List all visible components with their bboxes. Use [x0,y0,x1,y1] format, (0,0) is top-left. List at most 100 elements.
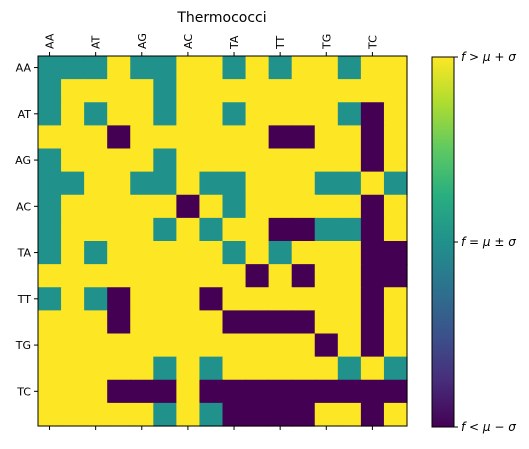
heatmap-cell [130,102,154,126]
heatmap-cell [268,379,293,404]
heatmap-cell [268,56,293,80]
heatmap-cell [84,102,108,126]
y-tick-label: AA [16,62,32,75]
heatmap-cell [153,310,177,335]
colorbar-tick-label: f = μ ± σ [461,235,516,249]
heatmap-cell [199,79,224,103]
heatmap-cell [245,217,270,242]
heatmap-cell [360,287,385,311]
heatmap-cell [383,171,408,196]
heatmap-cell [199,264,224,288]
heatmap-cell [84,56,108,80]
y-axis: AA AT AG AC TA TT TG TC [15,62,38,398]
heatmap-cell [268,125,293,150]
heatmap-cell [61,333,85,358]
heatmap-cell [84,287,108,311]
x-tick-label: TA [228,35,241,50]
heatmap-cell [360,148,385,173]
heatmap-cell [268,194,293,219]
heatmap-cell [383,102,408,126]
heatmap-cell [360,56,385,80]
heatmap-cell [153,333,177,358]
heatmap-cell [222,333,247,358]
heatmap-cell [38,217,62,242]
heatmap-cell [245,102,270,126]
heatmap-cell [153,194,177,219]
heatmap-cell [337,125,362,150]
heatmap-cell [314,241,339,265]
heatmap-cell [199,56,224,80]
heatmap-cell [61,264,85,288]
heatmap-cell [199,217,224,242]
heatmap-cell [268,264,293,288]
heatmap-cell [314,148,339,173]
heatmap-cell [245,333,270,358]
heatmap-cell [61,310,85,335]
heatmap-cell [222,148,247,173]
heatmap-cell [337,402,362,427]
heatmap-cell [153,287,177,311]
y-tick-label: TA [17,247,32,260]
heatmap-cell [107,356,131,381]
heatmap-cell [337,379,362,404]
heatmap-cell [337,287,362,311]
heatmap-cell [61,287,85,311]
heatmap-cell [199,194,224,219]
heatmap-cell [383,379,408,404]
heatmap-cell [360,79,385,103]
heatmap-cell [268,217,293,242]
heatmap-cell [245,310,270,335]
heatmap-cell [383,79,408,103]
heatmap-cell [130,333,154,358]
heatmap-cell [38,148,62,173]
heatmap-cell [268,171,293,196]
heatmap-cell [107,241,131,265]
heatmap-cell [268,148,293,173]
heatmap-cell [84,333,108,358]
heatmap-cell [84,379,108,404]
heatmap-cell [222,125,247,150]
heatmap-cell [337,79,362,103]
heatmap-cell [291,287,316,311]
x-tick-label: AC [182,34,195,49]
heatmap-cell [130,194,154,219]
heatmap-cell [314,102,339,126]
heatmap-cell [61,79,85,103]
heatmap-cell [383,310,408,335]
colorbar-ticks: f < μ − σ f = μ ± σ f > μ + σ [454,50,516,434]
heatmap-cell [199,287,224,311]
heatmap-cell [268,79,293,103]
heatmap-cell [291,264,316,288]
heatmap-cell [245,194,270,219]
heatmap-cell [222,79,247,103]
heatmap-cell [291,56,316,80]
heatmap-cell [268,102,293,126]
heatmap-cell [291,310,316,335]
heatmap-cell [337,264,362,288]
heatmap-cell [383,264,408,288]
y-tick-label: TG [15,339,31,352]
heatmap-cell [245,287,270,311]
heatmap-cell [153,56,177,80]
heatmap-cell [337,102,362,126]
heatmap-cell [360,194,385,219]
heatmap-cell [337,310,362,335]
heatmap-cell [84,125,108,150]
heatmap-cell [130,171,154,196]
heatmap-cell [38,125,62,150]
heatmap-cell [291,194,316,219]
heatmap-cell [107,379,131,404]
heatmap-cell [176,217,201,242]
heatmap-cell [130,148,154,173]
heatmap-cell [245,125,270,150]
y-tick-label: AC [16,200,31,213]
heatmap-cell [222,171,247,196]
heatmap-cell [314,194,339,219]
colorbar: f < μ − σ f = μ ± σ f > μ + σ [431,50,516,434]
heatmap-cell [38,264,62,288]
x-tick-label: TC [366,35,379,50]
heatmap-cell [84,241,108,265]
heatmap-cell [245,148,270,173]
heatmap-cell [268,402,293,427]
y-tick-label: AT [18,108,32,121]
